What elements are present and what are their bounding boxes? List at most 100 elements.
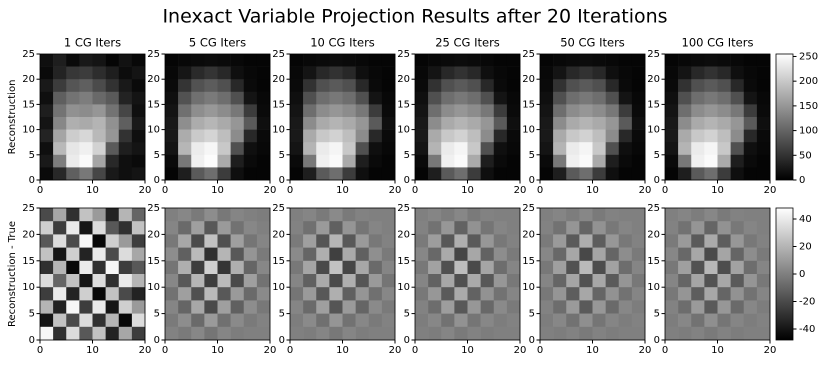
heatmap-cell <box>165 247 179 262</box>
y-tick-label: 0 <box>29 175 35 186</box>
colorbar-tick-label: 40 <box>799 214 812 225</box>
heatmap-cell <box>756 167 771 181</box>
y-tick-label: 20 <box>397 229 410 240</box>
heatmap-cell <box>579 221 593 235</box>
heatmap-cell <box>381 313 396 328</box>
colorbar-tick-label: 20 <box>799 242 812 253</box>
x-tick-label: 0 <box>662 345 668 356</box>
heatmap-cell <box>553 54 567 67</box>
colorbar-tick-label: -20 <box>799 297 815 308</box>
heatmap-cell <box>566 66 580 80</box>
heatmap-cell <box>178 142 192 156</box>
heatmap-cell <box>217 117 231 130</box>
heatmap-cell <box>506 313 521 328</box>
heatmap-cell <box>381 247 396 262</box>
heatmap-cell <box>40 260 54 275</box>
heatmap-cell <box>92 66 106 80</box>
heatmap-cell <box>204 54 218 67</box>
heatmap-cell <box>191 154 205 168</box>
heatmap-cell <box>53 313 67 328</box>
heatmap-cell <box>131 326 146 341</box>
heatmap-cell <box>191 117 205 130</box>
heatmap-cell <box>316 208 330 222</box>
heatmap-cell <box>691 208 705 222</box>
x-tick-label: 0 <box>162 185 168 196</box>
heatmap-cell <box>66 221 80 235</box>
heatmap-cell <box>165 154 179 168</box>
heatmap-cell <box>467 104 481 118</box>
heatmap-cell <box>506 154 521 168</box>
heatmap-cell <box>368 91 383 105</box>
y-tick-label: 20 <box>147 74 160 85</box>
heatmap-cell <box>467 326 481 341</box>
heatmap-cell <box>540 154 554 168</box>
heatmap-cell <box>730 247 745 262</box>
heatmap-cell <box>743 79 758 93</box>
heatmap-cell <box>79 260 93 275</box>
heatmap-cell <box>631 234 646 248</box>
heatmap-cell <box>191 221 205 235</box>
heatmap-cell <box>243 167 258 181</box>
heatmap-cell <box>342 154 356 168</box>
y-tick-label: 25 <box>647 49 660 60</box>
heatmap-cell <box>329 234 343 248</box>
heatmap-cell <box>40 129 54 143</box>
heatmap-cell <box>290 300 304 314</box>
x-tick-label: 0 <box>537 185 543 196</box>
heatmap-cell <box>178 260 192 275</box>
heatmap-cell <box>631 117 646 130</box>
heatmap-cell <box>665 91 679 105</box>
heatmap-cell <box>704 287 718 301</box>
heatmap-cell <box>441 234 455 248</box>
heatmap-cell <box>415 154 429 168</box>
heatmap-cell <box>553 142 567 156</box>
heatmap-cell <box>756 154 771 168</box>
heatmap-cell <box>428 154 442 168</box>
heatmap-cell <box>566 287 580 301</box>
heatmap-cell <box>540 287 554 301</box>
heatmap-cell <box>756 208 771 222</box>
heatmap-cell <box>756 79 771 93</box>
heatmap-cell <box>66 313 80 328</box>
heatmap-cell <box>230 247 245 262</box>
heatmap-cell <box>605 167 620 181</box>
heatmap-cell <box>691 104 705 118</box>
heatmap-cell <box>553 221 567 235</box>
heatmap-cell <box>105 117 120 130</box>
heatmap-cell <box>605 54 620 67</box>
heatmap-cell <box>178 274 192 288</box>
heatmap-cell <box>717 91 731 105</box>
x-tick-label: 20 <box>264 185 277 196</box>
heatmap-cell <box>704 234 718 248</box>
heatmap-cell <box>717 221 731 235</box>
heatmap-cell <box>678 91 692 105</box>
heatmap-cell <box>230 313 245 328</box>
heatmap-cell <box>316 274 330 288</box>
heatmap-cell <box>454 104 468 118</box>
heatmap-cell <box>355 300 370 314</box>
heatmap-cell <box>704 247 718 262</box>
heatmap-cell <box>256 208 271 222</box>
heatmap-cell <box>480 104 495 118</box>
heatmap-cell <box>191 208 205 222</box>
heatmap-cell <box>256 79 271 93</box>
heatmap-cell <box>329 66 343 80</box>
heatmap-cell <box>631 221 646 235</box>
heatmap-cell <box>428 234 442 248</box>
heatmap-cell <box>631 274 646 288</box>
heatmap-cell <box>540 326 554 341</box>
heatmap-cell <box>540 247 554 262</box>
y-tick-label: 10 <box>272 125 285 136</box>
heatmap-cell <box>566 208 580 222</box>
heatmap-cell <box>131 313 146 328</box>
heatmap-cell <box>217 247 231 262</box>
heatmap-cell <box>480 260 495 275</box>
heatmap-cell <box>303 234 317 248</box>
heatmap-cell <box>92 167 106 181</box>
heatmap-cell <box>691 54 705 67</box>
heatmap-cell <box>256 313 271 328</box>
heatmap-cell <box>131 247 146 262</box>
y-axis-label: Reconstruction <box>7 80 18 155</box>
heatmap-cell <box>605 247 620 262</box>
heatmap-cell <box>415 313 429 328</box>
